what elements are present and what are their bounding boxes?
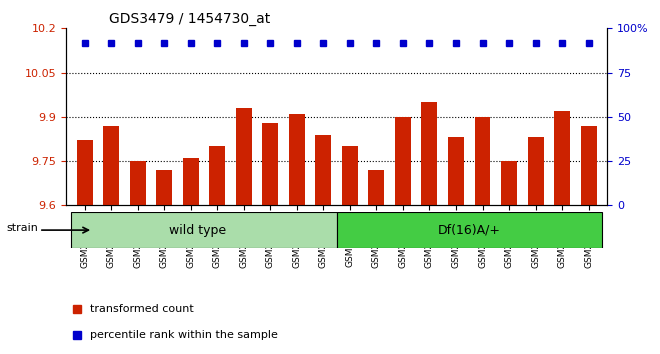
- Bar: [77, 141, 92, 205]
- Bar: [103, 126, 119, 205]
- Bar: [501, 161, 517, 205]
- Bar: [342, 146, 358, 205]
- Text: transformed count: transformed count: [90, 304, 194, 314]
- FancyBboxPatch shape: [337, 212, 602, 248]
- Bar: [368, 170, 384, 205]
- Bar: [475, 117, 490, 205]
- Bar: [236, 108, 251, 205]
- Text: Df(16)A/+: Df(16)A/+: [438, 224, 501, 236]
- Text: strain: strain: [7, 223, 38, 233]
- Bar: [289, 114, 305, 205]
- Bar: [315, 135, 331, 205]
- Bar: [422, 102, 438, 205]
- Bar: [448, 137, 464, 205]
- Text: GDS3479 / 1454730_at: GDS3479 / 1454730_at: [110, 12, 271, 26]
- Text: wild type: wild type: [169, 224, 226, 236]
- Bar: [527, 137, 544, 205]
- FancyBboxPatch shape: [71, 212, 337, 248]
- Bar: [156, 170, 172, 205]
- Bar: [262, 123, 279, 205]
- Bar: [183, 158, 199, 205]
- Bar: [129, 161, 146, 205]
- Bar: [554, 111, 570, 205]
- Bar: [209, 146, 225, 205]
- Text: percentile rank within the sample: percentile rank within the sample: [90, 330, 279, 339]
- Bar: [581, 126, 597, 205]
- Bar: [395, 117, 411, 205]
